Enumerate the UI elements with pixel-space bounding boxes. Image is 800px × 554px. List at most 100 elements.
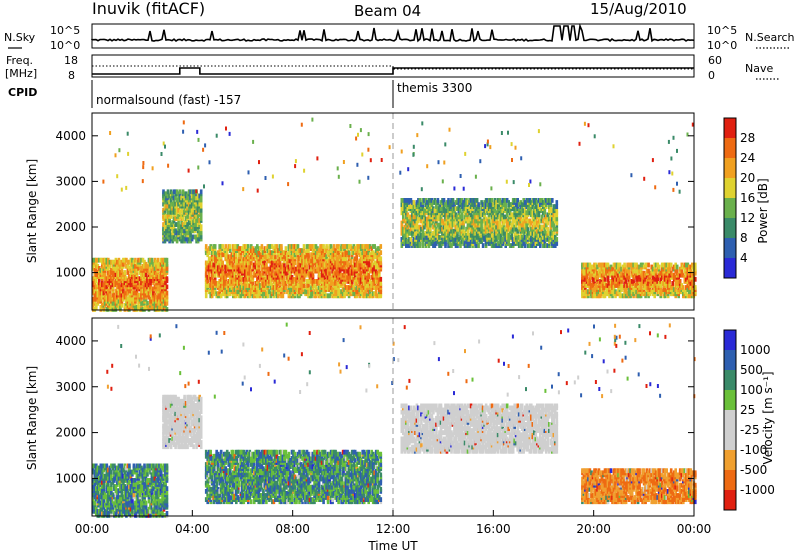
scatter-cell [114,266,118,271]
scatter-cell [332,270,336,276]
scatter-cell [135,305,139,310]
scatter-cell [215,264,218,270]
scatter-cell [335,281,339,286]
scatter-cell [251,256,255,262]
scatter-cell [159,282,163,288]
scatter-cell [582,268,586,274]
scatter-cell [362,293,366,299]
scatter-cell [459,214,462,220]
scatter-cell [165,220,168,225]
scatter-cell [317,260,321,266]
scatter-cell [98,257,101,263]
scatter-cell [517,208,521,214]
scatter-cell [608,285,611,290]
scatter-cell [499,200,503,205]
scatter-cell [370,274,373,280]
scatter-cell [204,293,208,299]
scatter-cell [122,257,125,263]
scatter-cell [210,281,214,286]
scatter-cell [181,209,185,215]
scatter-cell [516,228,519,234]
scatter-cell [516,204,519,209]
scatter-cell [487,198,491,203]
scatter-cell [171,191,174,197]
scatter-cell [283,266,286,272]
scatter-cell [207,283,211,288]
scatter-cell [406,212,410,218]
scatter-cell [152,286,155,292]
scatter-cell [212,256,215,262]
scatter-cell [322,260,325,266]
scatter-cell [582,274,586,280]
scatter-cell [241,283,244,288]
scatter-cell [371,250,375,256]
scatter-cell [490,218,494,224]
scatter-cell [408,237,411,242]
scatter-cell [244,244,247,249]
scatter-cell [235,264,238,270]
scatter-cell [495,204,498,209]
scatter-cell [178,197,182,203]
scatter-cell [314,250,318,256]
scatter-cell [430,237,434,242]
scatter-cell [274,289,277,295]
scatter-cell [424,202,428,207]
scatter-cell [177,207,180,213]
scatter-cell [225,289,229,295]
scatter-cell [295,287,298,292]
scatter-cell [611,279,614,284]
scatter-cell [233,270,237,276]
scatter-cell [232,262,235,268]
scatter-cell [210,268,214,274]
scatter-cell [325,268,328,274]
scatter-cell [183,195,186,201]
scatter-cell [238,268,241,274]
scatter-cell [489,222,492,228]
scatter-cell [436,222,440,228]
scatter-cell [316,289,319,295]
scatter-cell [162,222,165,227]
scatter-cell [460,202,464,207]
scatter-cell [259,274,262,280]
scatter-cell [278,258,282,264]
scatter-cell [367,272,370,278]
scatter-cell [146,263,149,269]
scatter-cell [132,259,136,265]
scatter-cell [180,214,183,219]
scatter-cell [186,193,189,199]
scatter-cell [295,266,298,272]
scatter-cell [107,288,110,294]
scatter-cell [537,204,541,209]
scatter-cell [104,276,107,282]
scatter-cell [193,234,197,240]
scatter-cell [594,262,598,268]
scatter-cell [463,230,467,236]
scatter-cell [104,280,107,286]
scatter-cell [460,235,464,240]
scatter-cell [123,280,127,286]
scatter-cell [468,222,471,228]
scatter-cell [314,244,318,249]
scatter-cell [403,198,407,203]
scatter-cell [262,281,265,286]
scatter-cell [551,198,554,203]
scatter-cell [454,200,458,205]
scatter-cell [445,200,449,205]
scatter-cell [165,307,169,312]
scatter-cell [451,237,455,242]
scatter-cell [438,222,441,228]
scatter-cell [433,208,437,214]
scatter-cell [293,260,297,266]
scatter-cell [272,246,276,251]
scatter-cell [534,230,538,236]
scatter-cell [411,222,414,228]
scatter-cell [325,279,328,284]
scatter-cell [184,220,188,225]
scatter-cell [331,279,334,284]
scatter-cell [328,266,331,272]
scatter-cell [216,281,220,286]
scatter-cell [334,260,337,266]
scatter-cell [587,262,590,268]
scatter-cell [602,262,605,268]
scatter-cell [445,204,449,209]
